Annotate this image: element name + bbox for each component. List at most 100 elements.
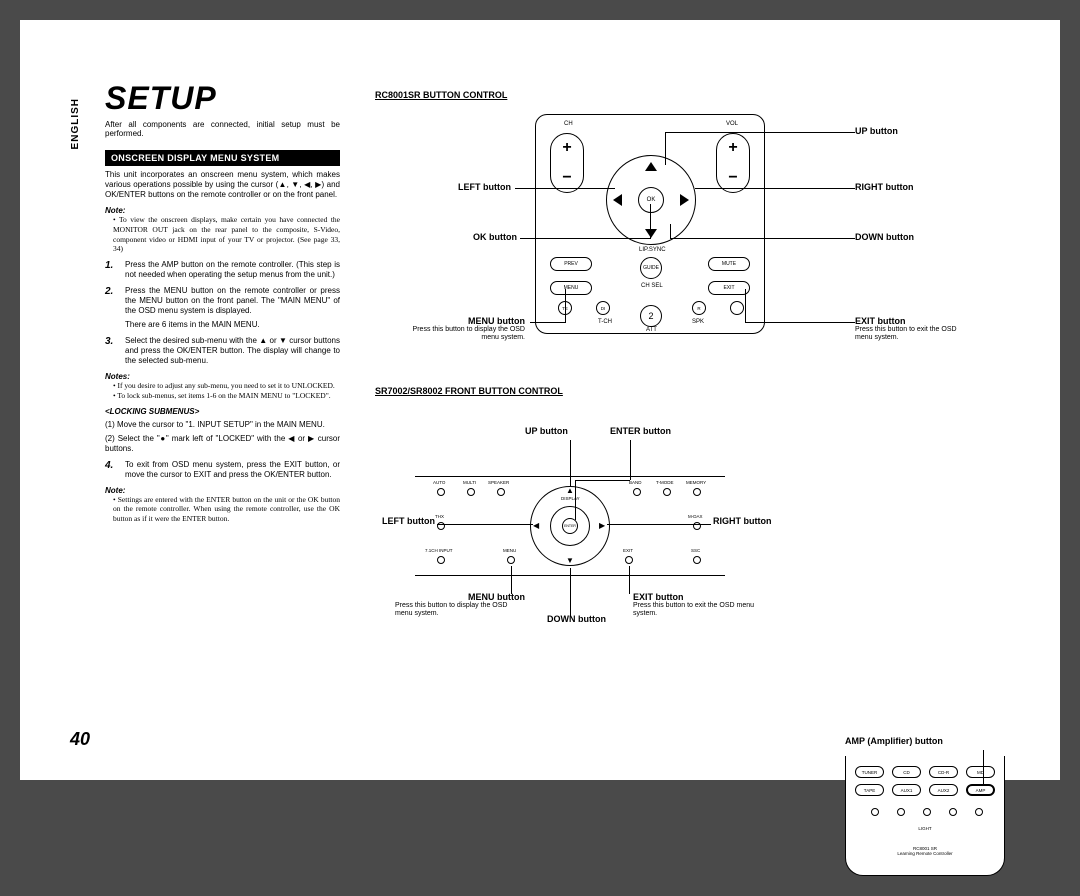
step-number: 3. bbox=[105, 336, 119, 366]
fp-exit-callout: EXIT button Press this button to exit th… bbox=[633, 592, 763, 619]
step-body: Press the MENU button on the remote cont… bbox=[125, 286, 340, 330]
up-callout: UP button bbox=[855, 126, 898, 136]
notes-header: Notes: bbox=[105, 372, 340, 381]
chsel-label: CH SEL bbox=[641, 283, 663, 289]
amp-dot bbox=[975, 808, 983, 816]
enter-button: ENTER bbox=[562, 518, 578, 534]
amp-dot bbox=[949, 808, 957, 816]
num2-button: 2 bbox=[640, 305, 662, 327]
right-callout: RIGHT button bbox=[855, 182, 913, 192]
fp-menu-callout: MENU button Press this button to display… bbox=[395, 592, 525, 619]
fp-up-callout: UP button bbox=[525, 426, 568, 436]
arrow-right-icon bbox=[680, 194, 689, 206]
step-4: 4. To exit from OSD menu system, press t… bbox=[105, 460, 340, 480]
fp-label: THX bbox=[435, 514, 444, 519]
amp-amp: AMP bbox=[966, 784, 995, 796]
fp-memory bbox=[693, 488, 701, 496]
prev-button: PREV bbox=[550, 257, 592, 271]
arrow-down-icon bbox=[645, 229, 657, 238]
fp-right-callout: RIGHT button bbox=[713, 516, 771, 526]
lead-line bbox=[745, 289, 746, 323]
menu-button: MENU bbox=[550, 281, 592, 295]
ch-rocker: + − bbox=[550, 133, 584, 193]
amp-aux1: AUX1 bbox=[892, 784, 921, 796]
fp-menu bbox=[507, 556, 515, 564]
minus-icon: − bbox=[562, 170, 571, 186]
fp-multi bbox=[467, 488, 475, 496]
ok-callout: OK button bbox=[417, 232, 517, 242]
lead-line bbox=[570, 440, 571, 486]
osd-section-header: ONSCREEN DISPLAY MENU SYSTEM bbox=[105, 150, 340, 166]
notes-bullet-1: • If you desire to adjust any sub-menu, … bbox=[113, 381, 340, 391]
lead-line bbox=[670, 238, 855, 239]
lead-line bbox=[575, 480, 630, 481]
lead-line bbox=[745, 322, 855, 323]
lead-line bbox=[520, 238, 650, 239]
step-1: 1. Press the AMP button on the remote co… bbox=[105, 260, 340, 280]
lead-line bbox=[575, 480, 576, 520]
lead-line bbox=[630, 440, 631, 480]
dpad: OK bbox=[601, 150, 701, 250]
menu-callout-sub: Press this button to display the OSD men… bbox=[405, 326, 525, 343]
step-number: 4. bbox=[105, 460, 119, 480]
fp-label: MEMORY bbox=[686, 480, 706, 485]
vol-rocker: + − bbox=[716, 133, 750, 193]
amp-aux2: AUX2 bbox=[929, 784, 958, 796]
fp-label: SPEAKER bbox=[488, 480, 509, 485]
remote-diagram: CH VOL + − + − OK LIP.SYN bbox=[375, 104, 975, 374]
lead-line bbox=[629, 566, 630, 594]
note-body-1: • To view the onscreen displays, make ce… bbox=[113, 215, 340, 254]
front-panel-diagram: AUTO MULTI SPEAKER BAND T-MODE MEMORY TH… bbox=[375, 416, 815, 636]
fp-label: 7.1CH INPUT bbox=[425, 548, 453, 553]
fp-enter-callout: ENTER button bbox=[610, 426, 671, 436]
fp-menu-sub: Press this button to display the OSD men… bbox=[395, 602, 525, 619]
step-body: Press the AMP button on the remote contr… bbox=[125, 260, 340, 280]
amp-light-label: LIGHT bbox=[835, 826, 1015, 831]
lead-line bbox=[650, 204, 651, 239]
mute-button: MUTE bbox=[708, 257, 750, 271]
ch-label: CH bbox=[564, 121, 573, 127]
notes-bullet-2: • To lock sub-menus, set items 1-6 on th… bbox=[113, 391, 340, 401]
lead-line bbox=[670, 224, 671, 239]
fp-down-callout: DOWN button bbox=[547, 614, 606, 624]
fp-label: M-DAX bbox=[688, 514, 703, 519]
amp-remote-diagram: AMP (Amplifier) button TUNER CD CD-R MD … bbox=[835, 736, 1015, 896]
jog-down-icon: ▼ bbox=[566, 556, 574, 565]
amp-dots bbox=[871, 808, 983, 816]
spk-label: SPK bbox=[692, 319, 704, 325]
lower-diagrams: AUTO MULTI SPEAKER BAND T-MODE MEMORY TH… bbox=[375, 416, 1015, 646]
lead-line bbox=[665, 132, 666, 165]
jog-right-icon: ▶ bbox=[599, 521, 605, 530]
step-number: 2. bbox=[105, 286, 119, 330]
amp-dot bbox=[897, 808, 905, 816]
note-header-1: Note: bbox=[105, 206, 340, 215]
lead-line bbox=[511, 566, 512, 594]
fp-exit bbox=[625, 556, 633, 564]
amp-cdr: CD-R bbox=[929, 766, 958, 778]
amp-button-grid: TUNER CD CD-R MD TAPE AUX1 AUX2 AMP bbox=[855, 766, 995, 796]
intro-text: After all components are connected, init… bbox=[105, 120, 340, 138]
note-header-2: Note: bbox=[105, 486, 340, 495]
fp-label: T-MODE bbox=[656, 480, 674, 485]
note-body-2: • Settings are entered with the ENTER bu… bbox=[113, 495, 340, 524]
vol-label: VOL bbox=[726, 121, 738, 127]
down-callout: DOWN button bbox=[855, 232, 914, 242]
exit-callout: EXIT button Press this button to exit th… bbox=[855, 316, 975, 343]
arrow-up-icon bbox=[645, 162, 657, 171]
remote-diagram-heading: RC8001SR BUTTON CONTROL bbox=[375, 90, 1015, 100]
step-2: 2. Press the MENU button on the remote c… bbox=[105, 286, 340, 330]
amp-tuner: TUNER bbox=[855, 766, 884, 778]
fp-label: BAND bbox=[629, 480, 642, 485]
lead-line bbox=[437, 524, 533, 525]
plus-icon: + bbox=[728, 140, 737, 156]
amp-dot bbox=[923, 808, 931, 816]
minus-icon: − bbox=[728, 170, 737, 186]
fp-71 bbox=[437, 556, 445, 564]
page-title: SETUP bbox=[105, 80, 217, 117]
amp-md: MD bbox=[966, 766, 995, 778]
fp-left-callout: LEFT button bbox=[375, 516, 435, 526]
exit-button: EXIT bbox=[708, 281, 750, 295]
lead-line bbox=[607, 524, 711, 525]
manual-page: ENGLISH SETUP After all components are c… bbox=[20, 20, 1060, 780]
amp-dot bbox=[871, 808, 879, 816]
